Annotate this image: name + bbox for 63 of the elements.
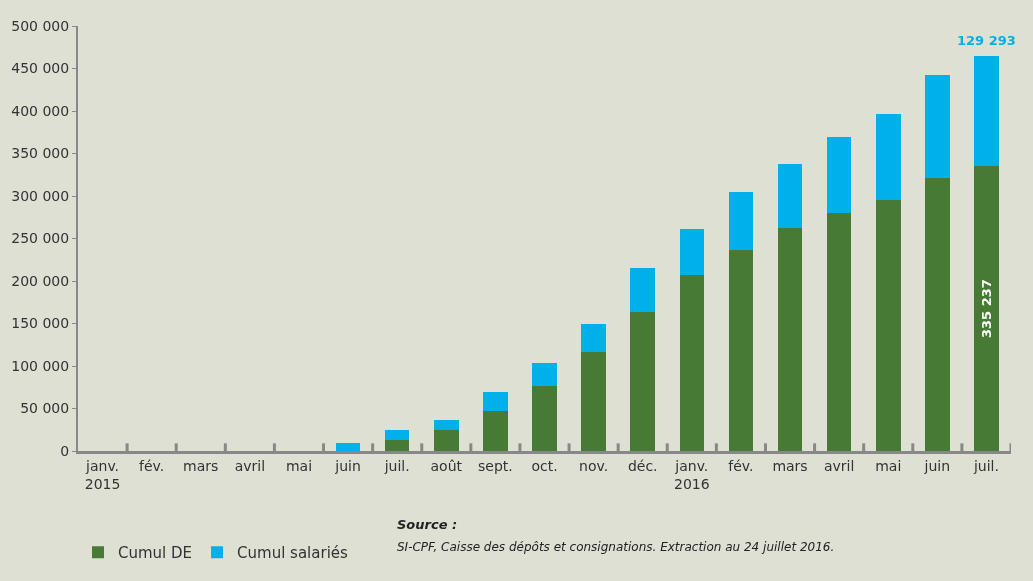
- x-tick-label: nov.: [579, 457, 609, 474]
- bar: [532, 386, 557, 451]
- y-tick-label: 50 000: [20, 400, 70, 417]
- bar: [728, 191, 754, 251]
- y-tick-label: 300 000: [11, 187, 70, 204]
- bar: [630, 268, 655, 312]
- x-tick-label: fév.: [139, 457, 165, 474]
- bar: [777, 163, 803, 229]
- x-tick-label: juin: [334, 457, 361, 474]
- x-tick-label: juil.: [972, 457, 999, 474]
- x-tick-label: janv. 2015: [84, 457, 121, 492]
- y-tick-label: 450 000: [11, 60, 70, 77]
- y-tick-label: 100 000: [11, 357, 70, 374]
- bar: [826, 137, 852, 213]
- y-tick-label: 400 000: [11, 102, 70, 119]
- bar: [875, 200, 901, 451]
- bar: [974, 56, 999, 167]
- bar: [679, 275, 705, 451]
- bar: [384, 429, 410, 440]
- y-tick-label: 350 000: [11, 145, 70, 162]
- text: SI-CPF, Caisse des dépôts et consignations. Extraction au 24 juillet 2016.: [397, 540, 835, 554]
- bar: [434, 429, 459, 451]
- bar: [875, 113, 901, 201]
- bar: [384, 439, 410, 451]
- x-tick-label: fév.: [728, 457, 754, 474]
- bar: [581, 324, 606, 353]
- bar: [483, 392, 508, 412]
- legend-label: Cumul salariés: [237, 544, 349, 563]
- bar: [483, 411, 508, 451]
- bar: [925, 75, 950, 179]
- bar: [777, 228, 803, 451]
- x-tick-label: mars: [772, 457, 808, 474]
- bar: [925, 178, 950, 451]
- bar: [581, 352, 606, 451]
- x-tick-label: avril: [234, 457, 266, 474]
- bar: [532, 363, 557, 387]
- x-tick-label: août: [430, 457, 463, 474]
- bar: [434, 419, 459, 430]
- x-tick-label: janv. 2016: [674, 457, 710, 492]
- x-tick-label: mars: [183, 457, 219, 474]
- x-tick-label: déc.: [627, 457, 658, 474]
- bar: [335, 443, 361, 451]
- data-label: 335 237: [978, 279, 994, 338]
- legend-label: Cumul DE: [118, 544, 193, 563]
- bar: [728, 250, 754, 451]
- bar: [679, 229, 705, 276]
- bar: [630, 311, 655, 451]
- x-tick-label: juin: [923, 457, 951, 474]
- data-label: 129 293: [957, 33, 1016, 48]
- bar: [826, 213, 852, 451]
- y-tick-label: 200 000: [11, 272, 70, 289]
- x-tick-label: juil.: [383, 457, 410, 474]
- x-tick-label: avril: [823, 457, 855, 474]
- x-tick-label: mai: [875, 457, 902, 474]
- y-tick-label: 500 000: [11, 17, 70, 34]
- x-tick-label: mai: [285, 457, 313, 474]
- y-tick-label: 250 000: [11, 230, 70, 247]
- x-tick-label: sept.: [478, 457, 513, 474]
- y-tick-label: 150 000: [11, 315, 70, 332]
- y-tick-label: 0: [60, 442, 70, 459]
- x-tick-label: oct.: [531, 457, 558, 474]
- source-note: Source :: [397, 517, 458, 532]
- bar: [974, 166, 999, 451]
